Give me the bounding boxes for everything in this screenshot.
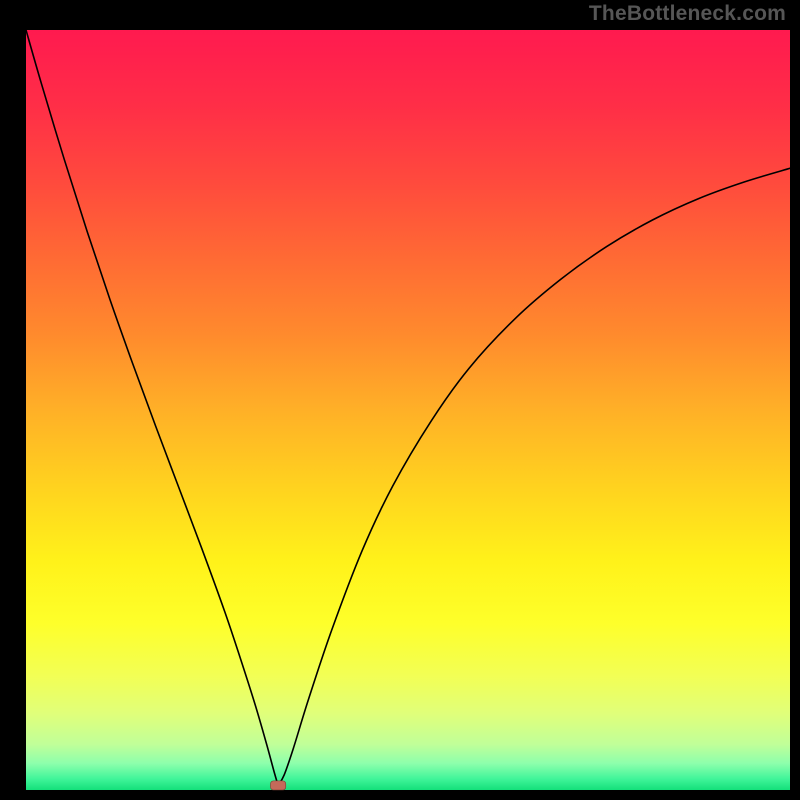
valley-marker <box>270 781 285 790</box>
gradient-background <box>26 30 790 790</box>
chart-svg <box>0 0 800 800</box>
